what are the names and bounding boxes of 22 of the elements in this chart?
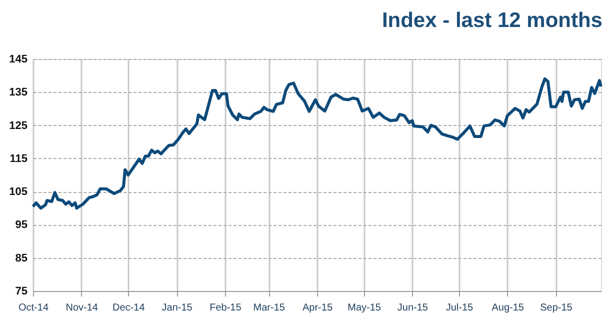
x-tick-label: Jul-15 bbox=[446, 302, 474, 314]
x-tick-label: Apr-15 bbox=[302, 302, 333, 314]
y-tick-label: 115 bbox=[10, 152, 28, 165]
x-tick-label: Nov-14 bbox=[66, 302, 98, 314]
y-tick-label: 125 bbox=[9, 120, 28, 132]
x-tick-label: Aug-15 bbox=[492, 302, 524, 314]
y-tick-label: 85 bbox=[15, 252, 28, 264]
x-tick-label: Sep-15 bbox=[540, 302, 573, 314]
x-tick-label: Jan-15 bbox=[162, 302, 193, 314]
chart-title: Index - last 12 months bbox=[382, 9, 602, 32]
x-tick-label: Mar-15 bbox=[253, 302, 286, 314]
x-tick-label: Dec-14 bbox=[112, 302, 146, 314]
x-tick-label: Jun-15 bbox=[397, 302, 428, 314]
y-tick-label: 135 bbox=[9, 86, 28, 99]
x-tick-label: May-15 bbox=[348, 302, 382, 314]
y-tick-label: 95 bbox=[15, 219, 28, 232]
y-tick-label: 145 bbox=[9, 54, 28, 66]
y-tick-label: 75 bbox=[15, 286, 28, 298]
x-tick-label: Feb-15 bbox=[210, 302, 242, 314]
y-tick-label: 105 bbox=[9, 186, 28, 198]
line-series bbox=[32, 77, 602, 210]
x-tick-label: Oct-14 bbox=[18, 302, 49, 314]
